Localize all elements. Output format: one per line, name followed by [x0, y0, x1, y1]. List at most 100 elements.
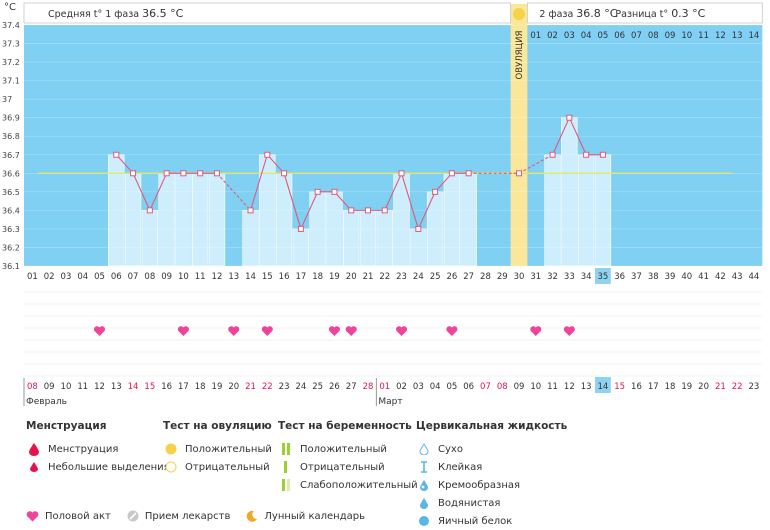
ovulation-test-legend: Тест на овуляцию Положительный Отрицател… [163, 420, 272, 476]
header-text: Разница t° 0.3 °C [615, 7, 705, 20]
legend-egg-white: Яичный белок [416, 512, 567, 530]
pregnancy-test-legend: Тест на беременность Положительный Отриц… [278, 420, 418, 494]
temperature-gap-segment [518, 154, 553, 174]
date-label: 25 [312, 382, 323, 392]
legend-label: Водянистая [438, 497, 501, 509]
date-label: 13 [111, 382, 122, 392]
temperature-point [146, 207, 153, 214]
temperature-gap-segment [216, 172, 251, 211]
legend-menstruation: Менструация [26, 440, 170, 458]
temperature-bar [242, 210, 259, 267]
cycle-day-label: 35 [597, 272, 608, 282]
cycle-day-label: 24 [413, 272, 424, 282]
legend-ovulation-negative: Отрицательный [163, 458, 272, 476]
temperature-bar [376, 210, 393, 267]
legend-label: Положительный [300, 443, 387, 455]
date-label: 18 [665, 382, 676, 392]
y-tick-label: 36.4 [2, 206, 20, 215]
ovulation-label: ОВУЛЯЦИЯ [515, 30, 525, 79]
cycle-day-label: 02 [44, 272, 55, 282]
date-label: 15 [614, 382, 625, 392]
y-tick-label: 37 [2, 95, 12, 104]
legend-medication: Прием лекарств [127, 510, 231, 522]
month-label: Март [378, 397, 402, 407]
cycle-day-label: 32 [547, 272, 558, 282]
temperature-segment [283, 173, 302, 230]
temperature-segment [384, 173, 403, 211]
y-tick-label: 36.1 [2, 262, 20, 271]
cycle-day-label: 17 [295, 272, 306, 282]
temperature-segment [552, 117, 570, 155]
temperature-point [549, 151, 556, 158]
temperature-point [398, 170, 405, 177]
legend-label: Кремообразная [438, 479, 521, 491]
header-bar: Средняя t° 1 фаза 36.5 °C 2 фаза 36.8 °CР… [23, 2, 763, 79]
date-label: 03 [413, 382, 424, 392]
date-label: 22 [732, 382, 743, 392]
temperature-point [432, 188, 439, 195]
temperature-point [364, 207, 371, 214]
date-label: 16 [161, 382, 172, 392]
cycle-day-label: 15 [262, 272, 273, 282]
cycle-day-label: 34 [581, 272, 592, 282]
temperature-segment [115, 154, 134, 174]
date-label: 16 [631, 382, 642, 392]
temperature-segment [300, 191, 319, 230]
post-ovulation-day-label: 07 [631, 31, 642, 41]
cycle-day-label: 11 [195, 272, 206, 282]
intercourse-heart [345, 326, 357, 336]
date-label: 12 [564, 382, 575, 392]
date-label: 21 [715, 382, 726, 392]
temperature-point [113, 151, 120, 158]
moon-icon [246, 510, 258, 522]
y-tick-label: 37.2 [2, 58, 20, 67]
date-label: 23 [749, 382, 760, 392]
date-label: 17 [178, 382, 189, 392]
cycle-day-label: 38 [648, 272, 659, 282]
cycle-day-label: 41 [698, 272, 709, 282]
temperature-points [113, 114, 606, 232]
intercourse-heart [261, 326, 273, 336]
temperature-segment [417, 191, 436, 230]
legend-label: Отрицательный [185, 461, 270, 473]
date-label: 13 [581, 382, 592, 392]
temperature-bar [192, 173, 209, 267]
date-label: 26 [329, 382, 340, 392]
y-tick-label: 36.3 [2, 225, 20, 234]
post-ovulation-day-label: 10 [681, 31, 692, 41]
temperature-bars [108, 117, 612, 267]
drop-small-icon [26, 460, 42, 474]
cycle-day-label: 30 [514, 272, 525, 282]
temperature-point [314, 188, 321, 195]
date-label: 14 [597, 382, 608, 392]
date-label: 18 [195, 382, 206, 392]
temperature-segment [401, 173, 419, 230]
watery-drop-icon [416, 496, 432, 510]
cycle-day-label: 09 [161, 272, 172, 282]
sticky-icon [416, 460, 432, 474]
current-day-highlight [595, 268, 611, 284]
legend-intercourse: Половой акт [26, 511, 111, 522]
intercourse-heart [93, 326, 106, 336]
temperature-bar [275, 173, 293, 267]
cycle-day-label: 10 [178, 272, 189, 282]
cycle-day-label: 44 [749, 272, 760, 282]
legend-label: Прием лекарств [144, 510, 231, 522]
legend-spotting: Небольшие выделения [26, 458, 170, 476]
temperature-bar [393, 173, 410, 267]
ovulation-test-title: Тест на овуляцию [163, 420, 272, 432]
double-stripe-icon [278, 442, 294, 456]
temperature-point [599, 151, 606, 158]
intercourse-heart [328, 326, 340, 336]
cycle-day-label: 12 [212, 272, 223, 282]
legend-label: Менструация [48, 443, 119, 455]
legend-label: Положительный [185, 443, 272, 455]
egg-white-icon [416, 514, 432, 528]
temperature-point [381, 207, 388, 214]
bbt-chart: 36.1 36.2 36.3 36.4 36.5 36.6 36.7 36.8 36.9 37 37… [2, 2, 763, 407]
single-stripe-icon [278, 460, 294, 474]
date-label: 04 [430, 382, 441, 392]
temperature-bar [208, 173, 226, 267]
cycle-day-label: 26 [446, 272, 457, 282]
intercourse-heart [446, 326, 458, 336]
